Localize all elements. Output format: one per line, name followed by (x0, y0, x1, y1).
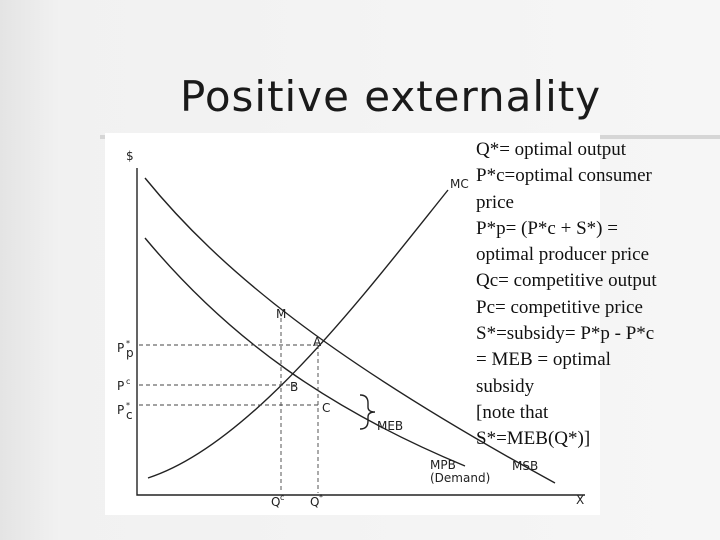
curve-label: (Demand) (430, 471, 490, 485)
label-sup: * (126, 401, 130, 410)
curve-label: MPB (430, 458, 456, 472)
point-label: A (313, 335, 322, 349)
point-label: M (276, 307, 286, 321)
axis-label: X (576, 493, 584, 507)
point-label: C (322, 401, 330, 415)
note-line: Q*= optimal output (476, 139, 627, 160)
axes (136, 168, 585, 496)
label-sup: c (126, 377, 130, 386)
sub-sup-label: P *p (117, 339, 134, 360)
notes: Q*= optimal output P*c=optimal consumer pr… (476, 137, 657, 453)
sub-sup-label: Q * (310, 493, 323, 509)
note-line: P*p= (P*c + S*) = (476, 217, 618, 239)
curve-label: MC (450, 177, 469, 191)
label-base: Q (271, 495, 280, 509)
sub-sup-label: P *c (117, 401, 133, 422)
label-sub: p (126, 346, 134, 360)
diagram: $ X MC MSB MPB (Demand) MEB M A B C P *pP… (105, 133, 600, 515)
label-base: P (117, 341, 124, 355)
note-line: Qc= competitive output (476, 270, 657, 292)
label-base: P (117, 379, 124, 393)
note-line: [note that (476, 401, 549, 423)
label-base: P (117, 403, 124, 417)
note-line: optimal producer price (476, 244, 650, 266)
label-sup: c (280, 493, 284, 502)
meb-brace (359, 394, 376, 430)
label-base: Q (310, 495, 319, 509)
mc-curve (147, 189, 449, 479)
note-line: = MEB = optimal (476, 349, 611, 371)
label-sup: * (319, 493, 323, 502)
note-line: price (476, 191, 514, 213)
curve-label: MEB (377, 419, 403, 433)
note-line: Pc= competitive price (476, 296, 643, 318)
diagram-bg (105, 133, 600, 515)
axis-label: $ (126, 149, 134, 163)
label-sub: c (126, 408, 133, 422)
mpb-curve (144, 237, 466, 467)
note-line: S*=MEB(Q*)] (476, 428, 591, 450)
note-line: P*c=optimal consumer (476, 165, 652, 187)
note-line: subsidy (476, 375, 535, 397)
slide-title: Positive externality (180, 72, 602, 121)
note-line: S*=subsidy= P*p - P*c (476, 323, 655, 345)
msb-curve (144, 177, 556, 484)
curve-label: MSB (512, 459, 538, 473)
label-sup: * (126, 339, 130, 348)
point-label: B (290, 380, 298, 394)
